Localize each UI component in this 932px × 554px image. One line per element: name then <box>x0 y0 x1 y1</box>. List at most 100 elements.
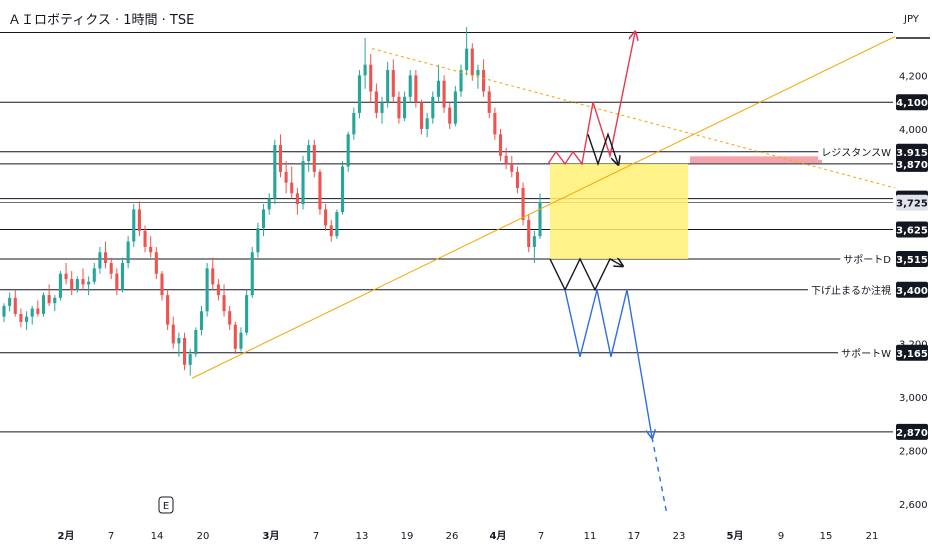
candle-body-22 <box>126 241 130 263</box>
level-note-8: サポートW <box>841 348 891 360</box>
candle-body-75 <box>425 118 429 129</box>
candle-body-21 <box>120 263 125 290</box>
level-note-bg-6 <box>840 252 894 267</box>
neutral-bottom[interactable] <box>549 257 622 292</box>
resistance-bar[interactable] <box>690 156 822 164</box>
candle-body-56 <box>318 171 322 210</box>
candle-body-57 <box>324 209 328 226</box>
event-marker[interactable]: E <box>158 496 174 514</box>
candle-body-27 <box>154 252 158 274</box>
level-badge-1-text[interactable]: 4,100 <box>896 98 928 109</box>
candle-body-46 <box>261 209 266 229</box>
candle-body-71 <box>403 96 407 119</box>
candle-body-36 <box>205 268 209 312</box>
candle-body-4 <box>25 316 29 322</box>
current-price-badge-bg[interactable] <box>896 194 928 211</box>
level-badge-7-text[interactable]: 3,400 <box>896 286 928 297</box>
level-badge-2-text[interactable]: 3,915 <box>896 148 928 159</box>
level-badge-6-text[interactable]: 3,515 <box>896 255 928 266</box>
neutral-top[interactable] <box>587 132 618 163</box>
level-badge-7-bg[interactable] <box>896 281 928 298</box>
y-tick-0: 4,200 <box>899 71 928 82</box>
candle-body-81 <box>459 70 463 92</box>
x-tick-2: 14 <box>151 531 164 542</box>
candle-body-44 <box>250 252 254 296</box>
level-badge-8-bg[interactable] <box>896 344 928 361</box>
support-trend[interactable] <box>191 36 896 379</box>
current-price-badge-text[interactable]: 3,725 <box>896 199 928 210</box>
level-badge-8-text[interactable]: 3,165 <box>896 349 928 360</box>
x-tick-9: 4月 <box>490 530 507 542</box>
candle-body-18 <box>104 252 108 263</box>
event-marker-box[interactable] <box>158 496 174 514</box>
x-tick-6: 13 <box>356 531 369 542</box>
x-tick-12: 17 <box>628 531 641 542</box>
x-tick-13: 23 <box>673 531 686 542</box>
candle-body-84 <box>476 70 480 76</box>
x-tick-7: 19 <box>401 531 414 542</box>
candle-body-11 <box>64 273 68 280</box>
candle-body-20 <box>115 273 119 290</box>
currency-label[interactable]: JPY <box>903 14 920 25</box>
candle-body-30 <box>171 324 175 344</box>
candle-body-77 <box>436 80 440 97</box>
candle-body-3 <box>19 313 23 322</box>
level-badge-5-text[interactable]: 3,625 <box>896 226 928 237</box>
level-badge-1-bg[interactable] <box>896 94 928 111</box>
candle-body-47 <box>267 198 271 210</box>
candle-body-15 <box>87 281 91 285</box>
candle-body-69 <box>391 70 395 97</box>
level-badge-9-bg[interactable] <box>896 423 928 440</box>
x-tick-3: 20 <box>197 531 210 542</box>
candle-body-53 <box>301 161 305 205</box>
level-note-bg-2 <box>818 145 894 160</box>
consolidation-zone[interactable] <box>550 163 688 259</box>
level-badge-3-bg[interactable] <box>896 155 928 172</box>
level-badge-9-text[interactable]: 2,870 <box>896 428 928 439</box>
level-badge-3-text[interactable]: 3,870 <box>896 160 928 171</box>
candle-body-43 <box>245 295 249 333</box>
candle-body-35 <box>199 311 204 330</box>
y-tick-4: 2,800 <box>899 447 928 458</box>
candle-body-91 <box>515 171 519 188</box>
bull-scenario[interactable] <box>547 33 635 166</box>
level-badge-2-bg[interactable] <box>896 143 928 160</box>
x-tick-10: 7 <box>538 531 544 542</box>
candle-body-5 <box>30 308 34 317</box>
candle-body-31 <box>177 338 181 344</box>
candle-body-26 <box>149 246 153 253</box>
candle-body-17 <box>98 252 102 269</box>
candle-body-29 <box>166 295 170 325</box>
level-note-bg-8 <box>838 346 894 361</box>
candle-body-88 <box>498 134 503 156</box>
candle-body-74 <box>419 102 424 129</box>
candle-body-63 <box>357 75 362 113</box>
candle-body-32 <box>182 338 187 365</box>
bear-extension[interactable] <box>651 437 668 516</box>
candle-body-8 <box>47 295 51 304</box>
resistance-trend[interactable] <box>371 48 896 189</box>
x-tick-17: 21 <box>866 531 879 542</box>
candle-body-93 <box>527 220 531 247</box>
candle-body-37 <box>211 268 215 285</box>
bear-scenario[interactable] <box>564 289 652 437</box>
candle-body-58 <box>329 225 333 237</box>
candle-body-14 <box>81 279 85 285</box>
candle-body-87 <box>493 112 497 135</box>
candle-body-42 <box>239 332 243 349</box>
x-tick-5: 7 <box>313 531 319 542</box>
event-marker-label[interactable]: E <box>163 501 169 512</box>
x-tick-15: 9 <box>778 531 784 542</box>
candle-body-23 <box>132 209 136 242</box>
candle-body-61 <box>346 134 350 167</box>
candle-body-49 <box>278 145 283 172</box>
level-badge-5-bg[interactable] <box>896 221 928 238</box>
x-tick-8: 26 <box>446 531 459 542</box>
level-note-bg-7 <box>808 282 893 298</box>
candle-body-70 <box>397 96 401 119</box>
level-badge-6-bg[interactable] <box>896 250 928 267</box>
x-tick-14: 5月 <box>727 530 744 542</box>
y-tick-5: 2,600 <box>899 500 928 511</box>
